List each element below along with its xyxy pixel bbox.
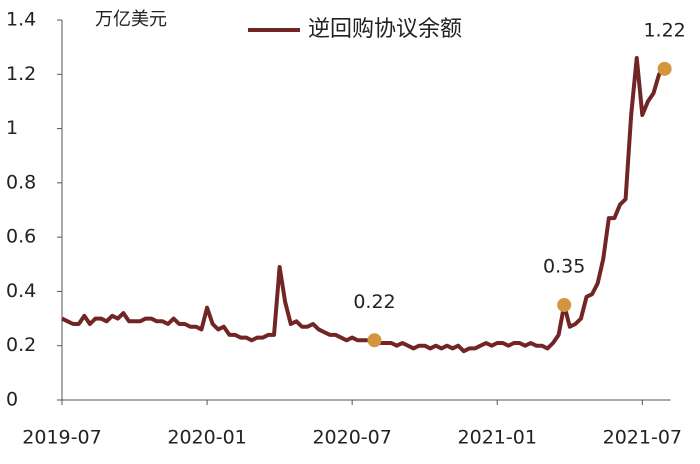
y-tick-label: 0 <box>6 389 18 411</box>
y-unit-label: 万亿美元 <box>95 9 167 30</box>
y-tick-label: 0.2 <box>6 334 36 356</box>
highlight-marker <box>557 298 572 312</box>
x-tick-label: 2021-07 <box>603 427 682 449</box>
y-tick-label: 1.2 <box>6 63 36 85</box>
y-tick-label: 1 <box>6 117 18 139</box>
y-tick-label: 0.8 <box>6 171 36 193</box>
y-tick-label: 0.6 <box>6 226 36 248</box>
legend-label: 逆回购协议余额 <box>308 17 462 42</box>
highlight-marker <box>657 61 672 76</box>
x-tick-label: 2021-01 <box>458 427 537 449</box>
x-tick-label: 2019-07 <box>22 427 101 449</box>
y-tick-label: 0.4 <box>6 280 36 302</box>
y-tick-label: 1.4 <box>6 9 36 31</box>
highlight-marker <box>367 333 382 348</box>
x-tick-label: 2020-01 <box>167 427 246 449</box>
data-label: 0.35 <box>543 256 585 278</box>
x-tick-label: 2020-07 <box>312 427 391 449</box>
data-label: 0.22 <box>353 291 395 313</box>
data-label: 1.22 <box>643 19 685 41</box>
